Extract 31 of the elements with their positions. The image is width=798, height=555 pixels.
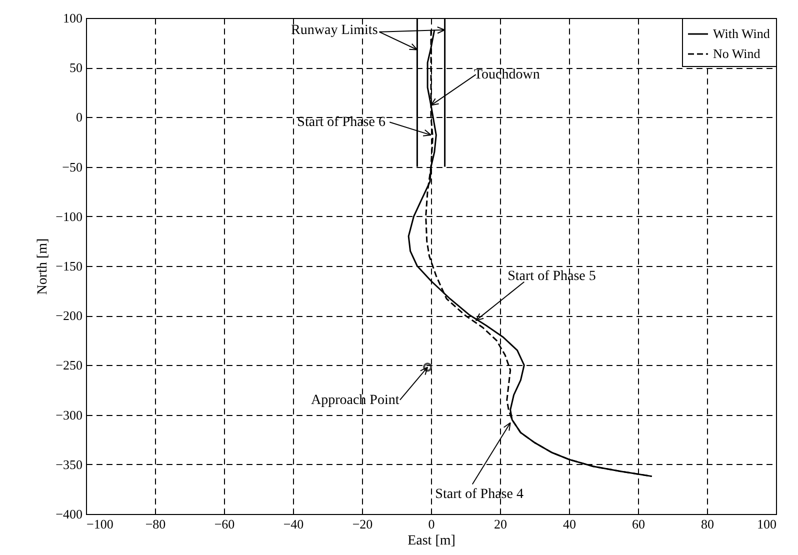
x-tick-label: −100 — [86, 516, 114, 532]
y-tick-label: −200 — [56, 308, 82, 324]
x-tick-label: 80 — [701, 516, 714, 532]
y-tick-label: 0 — [76, 110, 82, 125]
legend-label: With Wind — [713, 26, 770, 41]
annotation: Start of Phase 4 — [435, 487, 524, 502]
x-tick-label: −80 — [145, 516, 166, 532]
y-axis-title: North [m] — [36, 238, 51, 295]
y-tick-label: −350 — [56, 456, 82, 472]
x-tick-label: 100 — [757, 516, 776, 532]
y-tick-label: −300 — [56, 407, 82, 422]
x-tick-label: 20 — [494, 516, 507, 532]
y-tick-label: 50 — [70, 60, 82, 76]
y-tick-label: −250 — [56, 358, 82, 373]
y-tick-label: −50 — [62, 159, 82, 174]
annotation: Start of Phase 5 — [508, 268, 596, 284]
annotation: Runway Limits — [291, 22, 378, 38]
y-tick-label: −400 — [56, 506, 82, 522]
x-tick-label: −60 — [214, 516, 235, 532]
y-tick-label: 100 — [63, 10, 82, 26]
x-tick-label: 0 — [428, 516, 435, 532]
annotation: Approach Point — [310, 392, 400, 408]
x-axis-title: East [m] — [408, 534, 456, 548]
legend-label: No Wind — [713, 46, 761, 61]
x-tick-label: 60 — [632, 516, 645, 532]
x-tick-label: −20 — [352, 516, 373, 532]
annotation: Touchdown — [474, 68, 540, 83]
x-tick-label: −40 — [283, 516, 304, 532]
y-tick-label: −150 — [56, 258, 82, 274]
y-tick-label: −100 — [56, 208, 82, 224]
x-tick-label: 40 — [563, 516, 576, 532]
